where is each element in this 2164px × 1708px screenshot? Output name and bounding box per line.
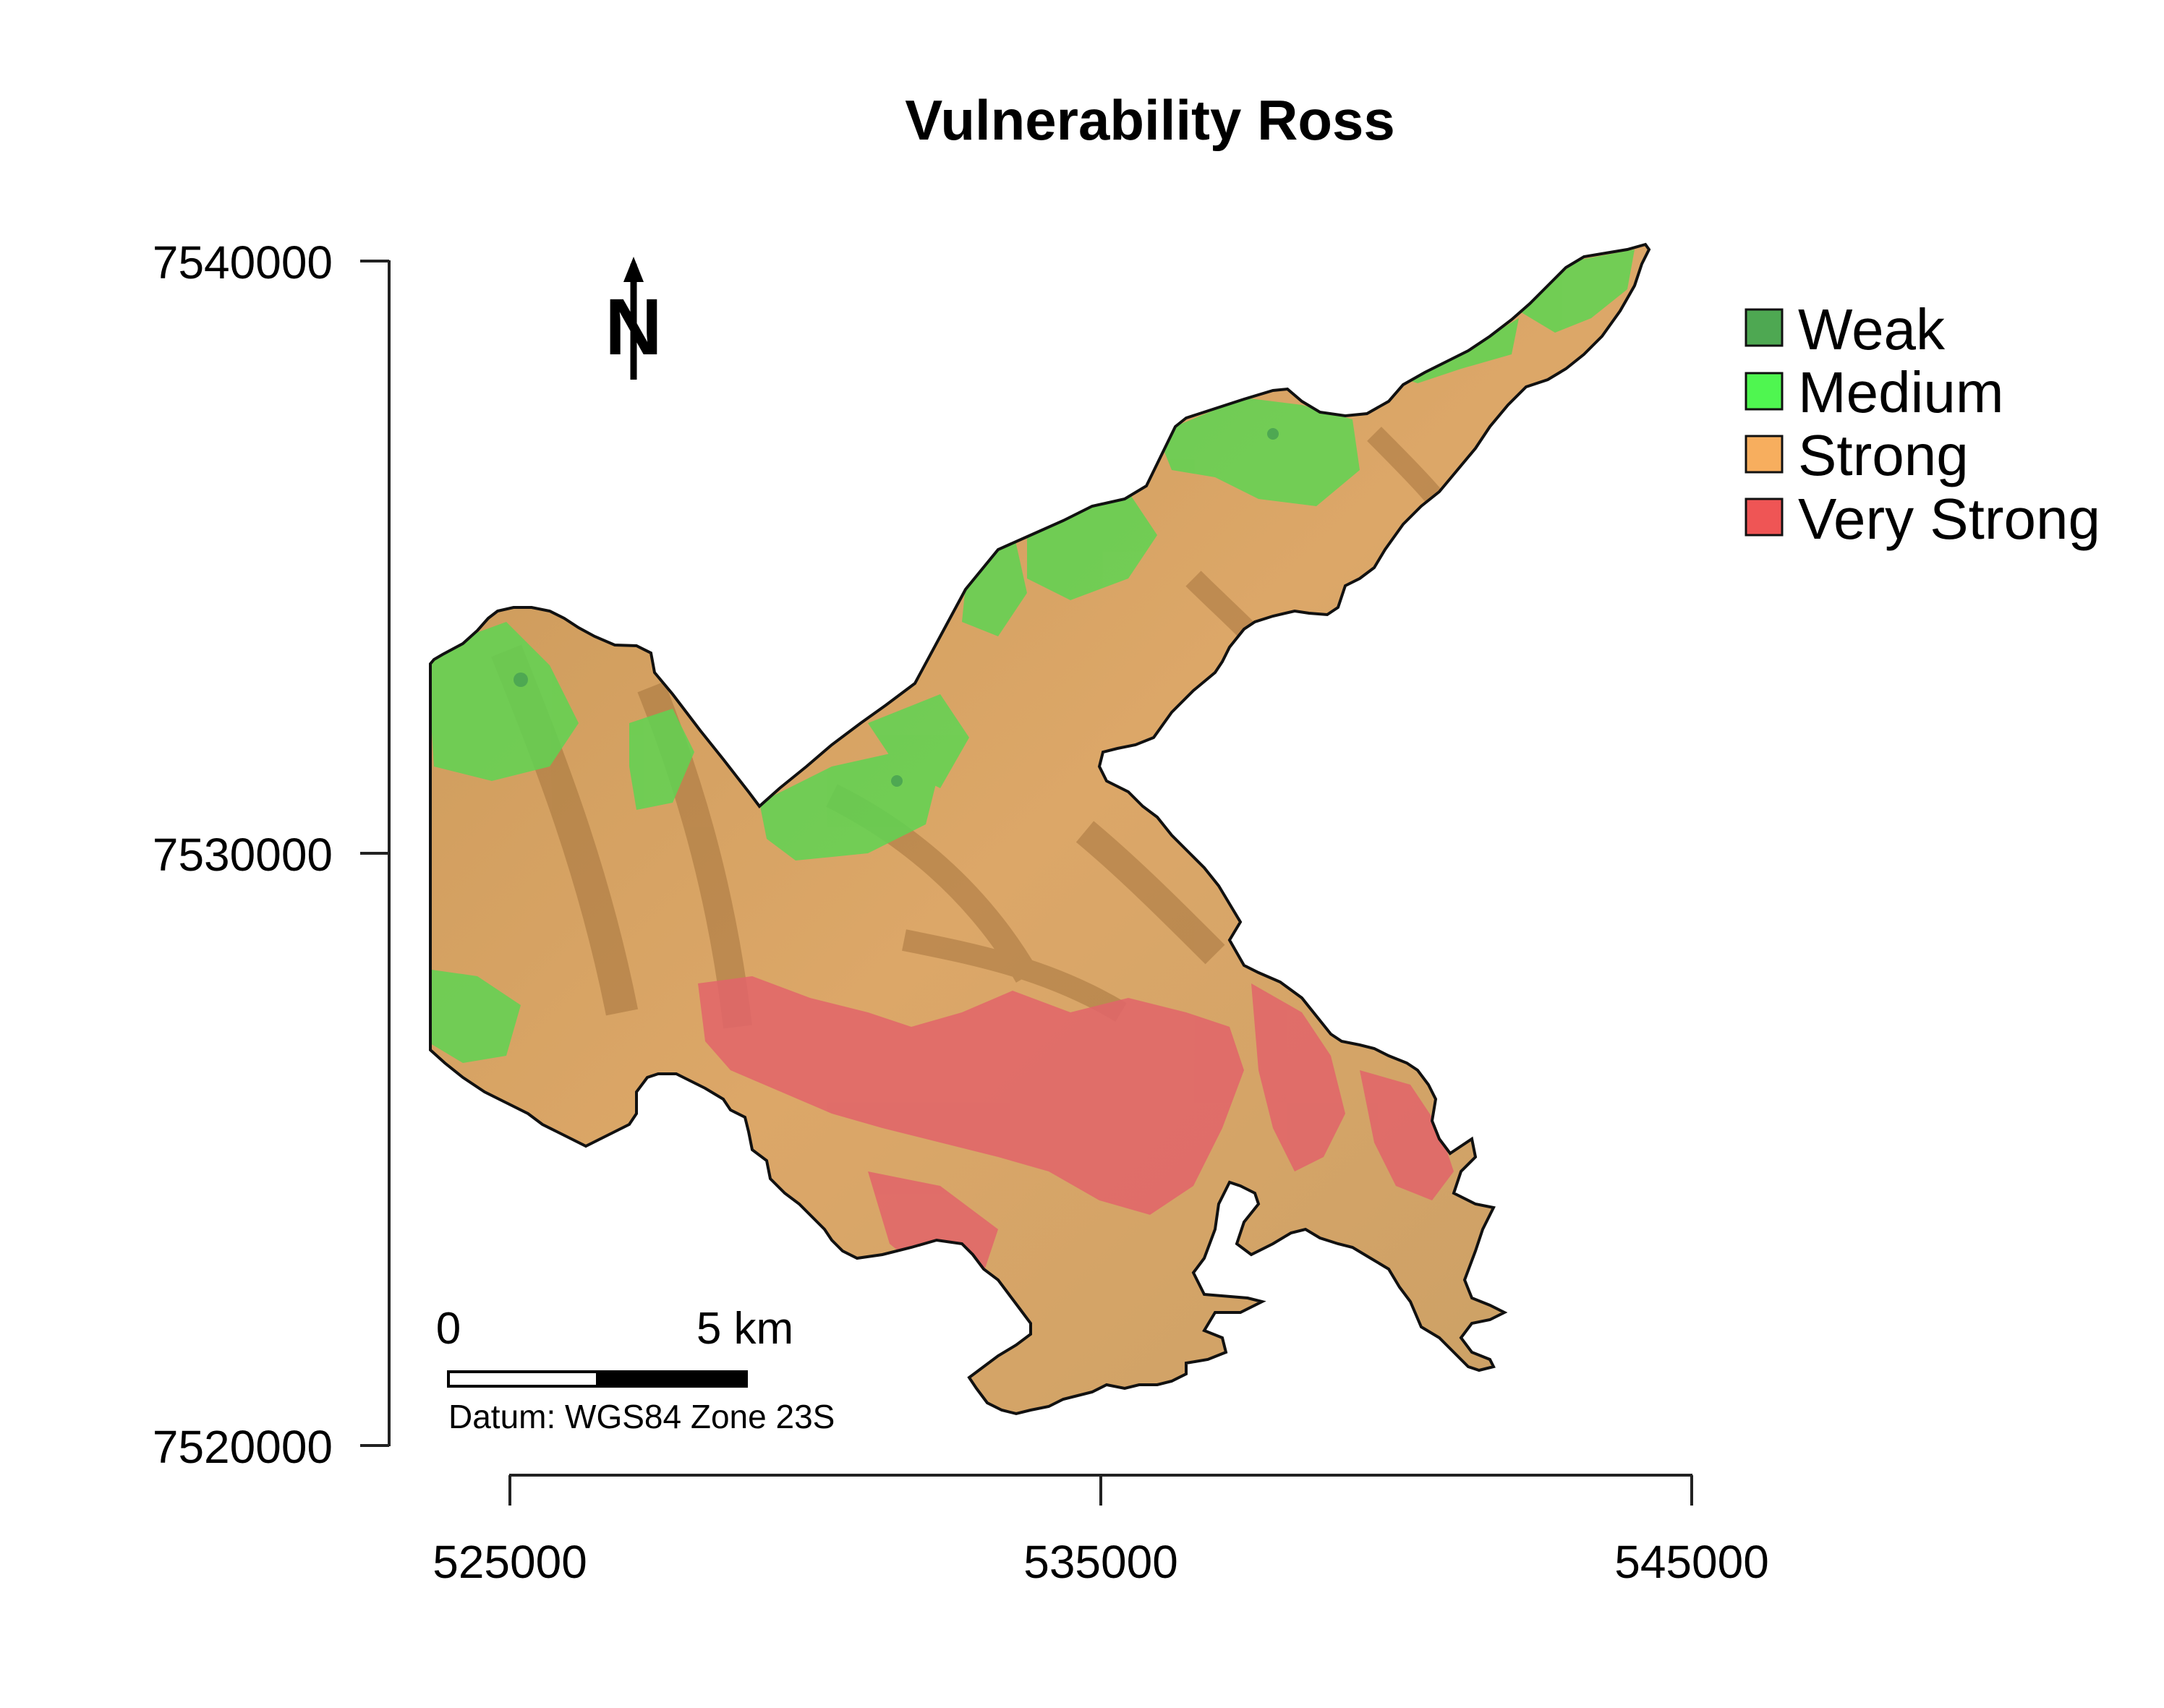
map-title: Vulnerability Ross xyxy=(905,88,1395,152)
medium-zone xyxy=(430,622,579,781)
legend-swatch-weak xyxy=(1745,308,1784,347)
vulnerability-region xyxy=(429,243,1650,1415)
y-axis: 7540000 7530000 7520000 xyxy=(153,236,391,1473)
very-strong-zone xyxy=(698,976,1244,1215)
legend-swatch-strong xyxy=(1745,435,1784,474)
y-tick-label: 7530000 xyxy=(153,829,333,881)
medium-zone xyxy=(868,694,969,788)
legend-label-strong: Strong xyxy=(1798,423,1969,487)
legend-label-very-strong: Very Strong xyxy=(1798,487,2100,551)
north-arrow-label: N xyxy=(605,283,662,372)
x-tick-label: 525000 xyxy=(433,1536,587,1588)
ridge-shadow xyxy=(902,929,1127,1022)
y-tick-label: 7540000 xyxy=(153,236,333,289)
medium-zone xyxy=(430,969,521,1063)
legend: Weak Medium Strong Very Strong xyxy=(1745,297,2100,551)
x-axis: 525000 535000 545000 xyxy=(433,1474,1769,1588)
x-tick-label: 535000 xyxy=(1023,1536,1178,1588)
scale-bar-black-segment xyxy=(596,1370,748,1388)
legend-swatch-very-strong xyxy=(1745,498,1784,537)
legend-swatch-medium xyxy=(1745,372,1784,411)
datum-text: Datum: WGS84 Zone 23S xyxy=(448,1398,835,1435)
medium-zone xyxy=(1519,249,1635,333)
north-arrow-icon: N xyxy=(605,257,663,380)
very-strong-zone xyxy=(1360,1070,1454,1200)
very-strong-zone xyxy=(1251,983,1345,1171)
medium-zone xyxy=(629,709,694,810)
weak-zones xyxy=(514,428,1279,787)
weak-zone xyxy=(1267,428,1279,440)
y-tick-label: 7520000 xyxy=(153,1421,333,1473)
medium-zone xyxy=(1157,398,1360,506)
scale-bar: 0 5 km Datum: WGS84 Zone 23S xyxy=(436,1304,835,1435)
scale-bar-white-segment xyxy=(447,1370,599,1388)
weak-zone xyxy=(514,672,528,687)
legend-label-weak: Weak xyxy=(1798,297,1946,362)
ridge-shadow xyxy=(1075,821,1225,965)
weak-zone xyxy=(891,775,903,787)
scale-bar-end-label: 5 km xyxy=(697,1304,793,1354)
legend-label-medium: Medium xyxy=(1798,360,2004,424)
scale-bar-start-label: 0 xyxy=(436,1304,461,1354)
x-tick-label: 545000 xyxy=(1614,1536,1769,1588)
